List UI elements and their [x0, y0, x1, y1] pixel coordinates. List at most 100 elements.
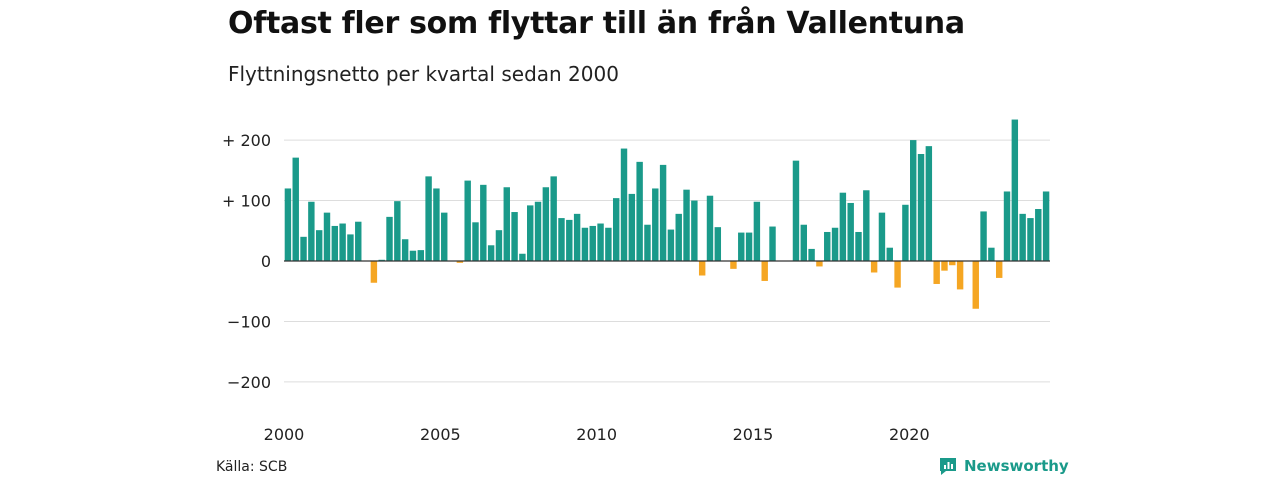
bar-2004-q4	[433, 188, 440, 261]
bar-2023-q1	[1003, 191, 1011, 261]
bar-2011-q2	[636, 161, 643, 261]
x-tick-label: 2015	[733, 425, 774, 444]
bar-2010-q2	[605, 227, 612, 261]
bar-2010-q3	[612, 198, 620, 261]
bar-2023-q2	[1011, 119, 1019, 261]
bar-2019-q2	[886, 247, 893, 261]
bar-2001-q1	[315, 230, 323, 261]
bar-2013-q4	[714, 227, 722, 261]
bar-2007-q2	[511, 212, 518, 261]
bar-2002-q4	[370, 261, 378, 283]
bar-2015-q3	[769, 226, 776, 261]
bar-2003-q3	[394, 201, 401, 261]
bar-2006-q3	[487, 245, 495, 261]
bar-2018-q3	[863, 190, 870, 261]
bar-2018-q2	[855, 231, 862, 261]
bar-2009-q3	[581, 227, 589, 261]
bar-2017-q3	[831, 227, 839, 261]
bar-2021-q2	[949, 261, 956, 266]
bar-2023-q3	[1019, 213, 1026, 261]
bar-2016-q4	[808, 248, 815, 261]
brand-logo[interactable]: Newsworthy	[938, 456, 1069, 476]
bar-2011-q4	[652, 188, 659, 261]
bar-2013-q3	[706, 195, 714, 261]
bar-2013-q2	[698, 261, 706, 276]
bar-2010-q1	[597, 223, 604, 261]
bar-2020-q1	[910, 140, 917, 261]
y-axis-labels: + 200 + 100 0 −100 −200	[222, 131, 271, 392]
bar-2010-q4	[620, 148, 628, 261]
bar-2006-q1	[472, 222, 479, 261]
bar-2023-q4	[1027, 218, 1034, 261]
y-tick-label: −200	[227, 373, 271, 392]
bar-2004-q1	[409, 250, 417, 261]
x-tick-label: 2005	[420, 425, 461, 444]
bar-2000-q2	[292, 157, 299, 261]
bar-2008-q3	[550, 176, 557, 261]
x-tick-label: 2020	[889, 425, 930, 444]
newsworthy-logo-icon	[940, 458, 956, 475]
bar-2012-q4	[683, 189, 690, 261]
bar-2000-q3	[300, 236, 307, 261]
brand-name: Newsworthy	[964, 457, 1069, 475]
bar-2001-q2	[323, 212, 331, 261]
bar-2003-q4	[401, 239, 409, 261]
bar-2005-q1	[441, 212, 448, 261]
bar-2016-q3	[800, 224, 807, 261]
bar-2021-q1	[941, 261, 948, 271]
bar-2024-q2	[1042, 191, 1050, 261]
bar-2006-q2	[480, 184, 487, 261]
bar-2007-q3	[519, 253, 526, 261]
bar-2015-q2	[761, 261, 768, 281]
bar-2008-q2	[542, 187, 550, 261]
bar-2018-q1	[847, 202, 854, 261]
bar-2017-q2	[824, 231, 831, 261]
bar-2021-q3	[956, 261, 964, 290]
bar-2008-q4	[558, 218, 565, 261]
bar-2004-q3	[425, 176, 432, 261]
bar-2014-q2	[730, 261, 737, 269]
bar-2014-q3	[738, 232, 745, 261]
bar-2020-q2	[917, 154, 925, 261]
bar-2024-q1	[1035, 209, 1042, 261]
bar-2004-q2	[417, 250, 424, 261]
x-tick-label: 2000	[264, 425, 305, 444]
bar-2003-q1	[378, 259, 385, 261]
bar-2000-q4	[308, 201, 315, 261]
bar-2000-q1	[284, 188, 292, 261]
bars	[284, 119, 1050, 309]
bar-2009-q4	[589, 225, 596, 261]
bar-2022-q2	[980, 211, 987, 261]
bar-2012-q2	[667, 229, 675, 261]
bar-2013-q1	[691, 200, 698, 261]
bar-2020-q4	[933, 261, 940, 284]
bar-2019-q4	[902, 204, 909, 261]
y-tick-label: 0	[261, 252, 271, 271]
bar-2014-q4	[745, 232, 753, 261]
bar-2001-q4	[339, 223, 346, 261]
x-tick-label: 2010	[576, 425, 617, 444]
bar-2005-q3	[456, 261, 464, 263]
bar-2016-q2	[792, 160, 800, 261]
bar-2007-q4	[527, 205, 534, 261]
bar-2005-q4	[464, 180, 471, 261]
bar-2009-q2	[573, 213, 581, 261]
bar-2011-q3	[644, 224, 651, 261]
bar-2009-q1	[566, 219, 573, 261]
y-tick-label: + 100	[222, 192, 271, 211]
bar-2012-q1	[659, 164, 667, 261]
bar-2017-q1	[816, 261, 823, 267]
y-tick-label: + 200	[222, 131, 271, 150]
bar-2022-q3	[988, 247, 995, 261]
bar-2002-q1	[347, 234, 354, 261]
bar-2017-q4	[839, 192, 847, 261]
bar-2019-q3	[894, 261, 901, 288]
bar-2020-q3	[925, 146, 933, 261]
bar-2006-q4	[495, 230, 503, 261]
bar-2001-q3	[331, 225, 339, 261]
x-axis-labels: 2000 2005 2010 2015 2020	[264, 425, 930, 444]
bar-2003-q2	[386, 216, 393, 261]
bar-2008-q1	[534, 201, 542, 261]
bar-2007-q1	[503, 187, 510, 261]
